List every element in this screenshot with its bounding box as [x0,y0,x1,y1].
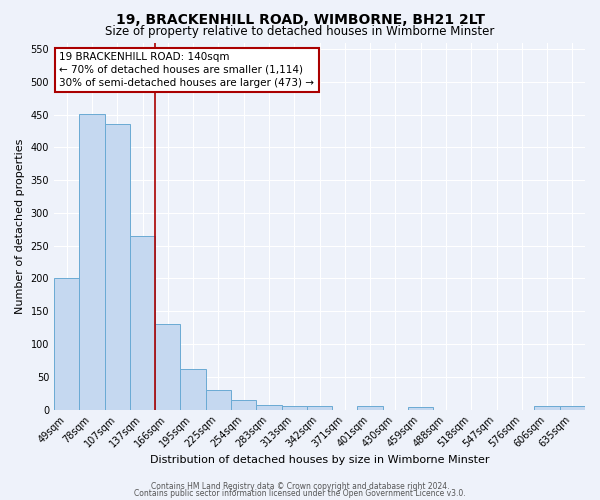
Bar [535,406,560,410]
Bar [231,400,256,409]
X-axis label: Distribution of detached houses by size in Wimborne Minster: Distribution of detached houses by size … [150,455,489,465]
Bar [181,369,206,410]
Text: Size of property relative to detached houses in Wimborne Minster: Size of property relative to detached ho… [106,25,494,38]
Bar [155,324,181,410]
Bar [408,407,433,410]
Y-axis label: Number of detached properties: Number of detached properties [15,138,25,314]
Bar [256,405,281,409]
Bar [130,236,155,410]
Bar [54,278,79,409]
Bar [560,406,585,410]
Bar [79,114,104,410]
Bar [104,124,130,410]
Bar [358,406,383,410]
Bar [307,406,332,410]
Text: Contains HM Land Registry data © Crown copyright and database right 2024.: Contains HM Land Registry data © Crown c… [151,482,449,491]
Text: 19 BRACKENHILL ROAD: 140sqm
← 70% of detached houses are smaller (1,114)
30% of : 19 BRACKENHILL ROAD: 140sqm ← 70% of det… [59,52,314,88]
Bar [206,390,231,409]
Text: Contains public sector information licensed under the Open Government Licence v3: Contains public sector information licen… [134,488,466,498]
Bar [281,406,307,409]
Text: 19, BRACKENHILL ROAD, WIMBORNE, BH21 2LT: 19, BRACKENHILL ROAD, WIMBORNE, BH21 2LT [115,12,485,26]
